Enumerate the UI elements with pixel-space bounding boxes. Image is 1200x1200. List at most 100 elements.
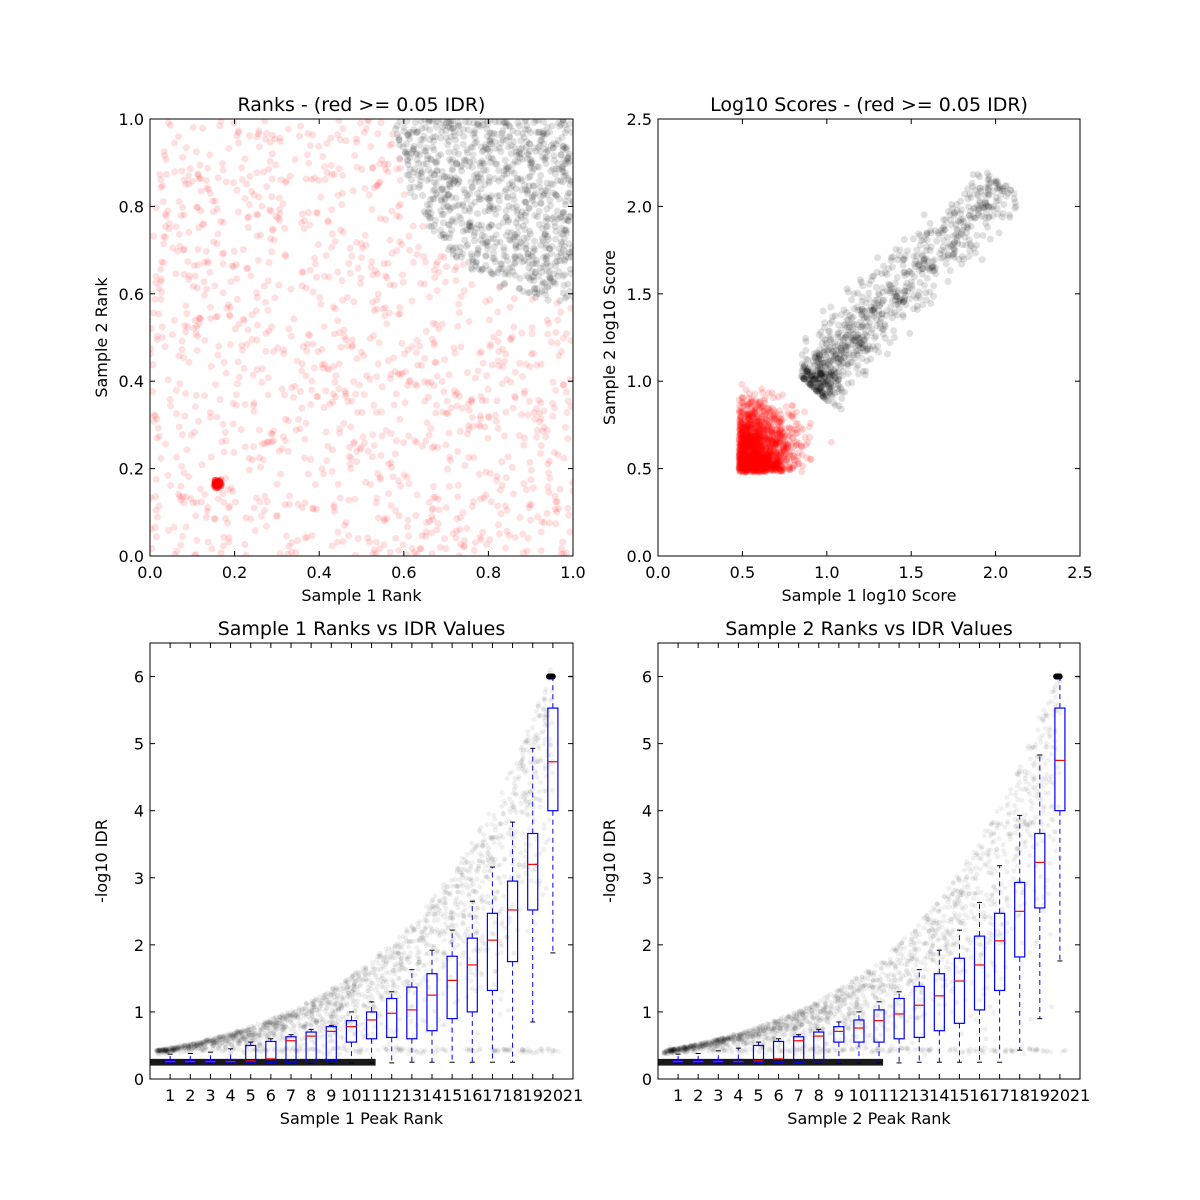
red-point (440, 253, 448, 261)
red-point (455, 552, 463, 556)
black-point (497, 139, 505, 147)
red-point (535, 409, 543, 417)
red-point (755, 451, 763, 459)
red-point (167, 482, 175, 490)
black-point (449, 124, 457, 132)
black-point (844, 370, 852, 378)
red-point (761, 462, 769, 470)
black-point (540, 190, 548, 198)
red-point (383, 515, 391, 523)
red-point (748, 424, 756, 432)
red-point (777, 446, 785, 454)
red-point (545, 457, 553, 465)
red-point (405, 246, 413, 254)
red-point (770, 453, 778, 461)
red-point (736, 465, 744, 473)
red-point (736, 426, 744, 434)
red-point (760, 449, 768, 457)
red-point (765, 454, 773, 462)
black-point (535, 128, 543, 136)
red-point (747, 434, 755, 442)
red-point (768, 429, 776, 437)
red-point (479, 359, 487, 367)
red-point (208, 545, 216, 553)
red-point (152, 272, 160, 280)
black-point (555, 165, 563, 173)
red-point (739, 465, 747, 473)
red-point (764, 439, 772, 447)
red-point (298, 210, 306, 218)
red-point (187, 495, 195, 503)
black-point (538, 225, 546, 233)
black-point (485, 223, 493, 231)
red-point (755, 431, 763, 439)
black-point (536, 177, 544, 185)
red-point (748, 452, 756, 460)
idr-point (531, 717, 537, 723)
red-point (758, 421, 766, 429)
red-point (417, 280, 425, 288)
black-point (826, 327, 834, 335)
red-point (744, 466, 752, 474)
red-point (557, 308, 565, 316)
black-point (426, 136, 434, 144)
red-point (196, 315, 204, 323)
red-point (395, 512, 403, 520)
red-point (741, 438, 749, 446)
red-point (214, 351, 222, 359)
black-point (543, 283, 551, 291)
red-point (738, 464, 746, 472)
red-point (767, 460, 775, 468)
red-point (779, 429, 787, 437)
black-point (559, 142, 567, 150)
black-point (495, 144, 503, 152)
red-point (736, 420, 744, 428)
black-point (944, 207, 952, 215)
red-point (185, 473, 193, 481)
red-point (189, 499, 197, 507)
red-point (509, 404, 517, 412)
black-point (873, 316, 881, 324)
y-tick-label: 0.0 (119, 547, 144, 566)
red-point (795, 439, 803, 447)
red-point (774, 438, 782, 446)
red-point (751, 446, 759, 454)
black-point (508, 229, 516, 237)
black-point (408, 128, 416, 136)
red-point (745, 432, 753, 440)
black-point (512, 244, 520, 252)
red-point (429, 319, 437, 327)
red-point (486, 536, 494, 544)
red-point (776, 418, 784, 426)
red-point (745, 463, 753, 471)
red-point (152, 279, 160, 287)
black-point (433, 166, 441, 174)
black-point (404, 161, 412, 169)
red-point (737, 445, 745, 453)
red-point (737, 438, 745, 446)
red-point (806, 455, 814, 463)
black-point (445, 191, 453, 199)
red-point (442, 410, 450, 418)
red-point (251, 527, 259, 535)
red-point (262, 347, 270, 355)
black-point (526, 227, 534, 235)
black-point (446, 234, 454, 242)
black-point (554, 272, 562, 280)
red-point (756, 455, 764, 463)
red-point (482, 298, 490, 306)
red-point (269, 225, 277, 233)
black-point (890, 327, 898, 335)
red-point (753, 460, 761, 468)
black-point (561, 144, 569, 152)
red-point (389, 473, 397, 481)
red-point (744, 466, 752, 474)
red-point (757, 431, 765, 439)
idr-point (396, 994, 402, 1000)
black-point (545, 282, 553, 290)
red-point (742, 468, 750, 476)
red-point (755, 432, 763, 440)
red-point (309, 288, 317, 296)
red-point (757, 467, 765, 475)
red-point (502, 474, 510, 482)
